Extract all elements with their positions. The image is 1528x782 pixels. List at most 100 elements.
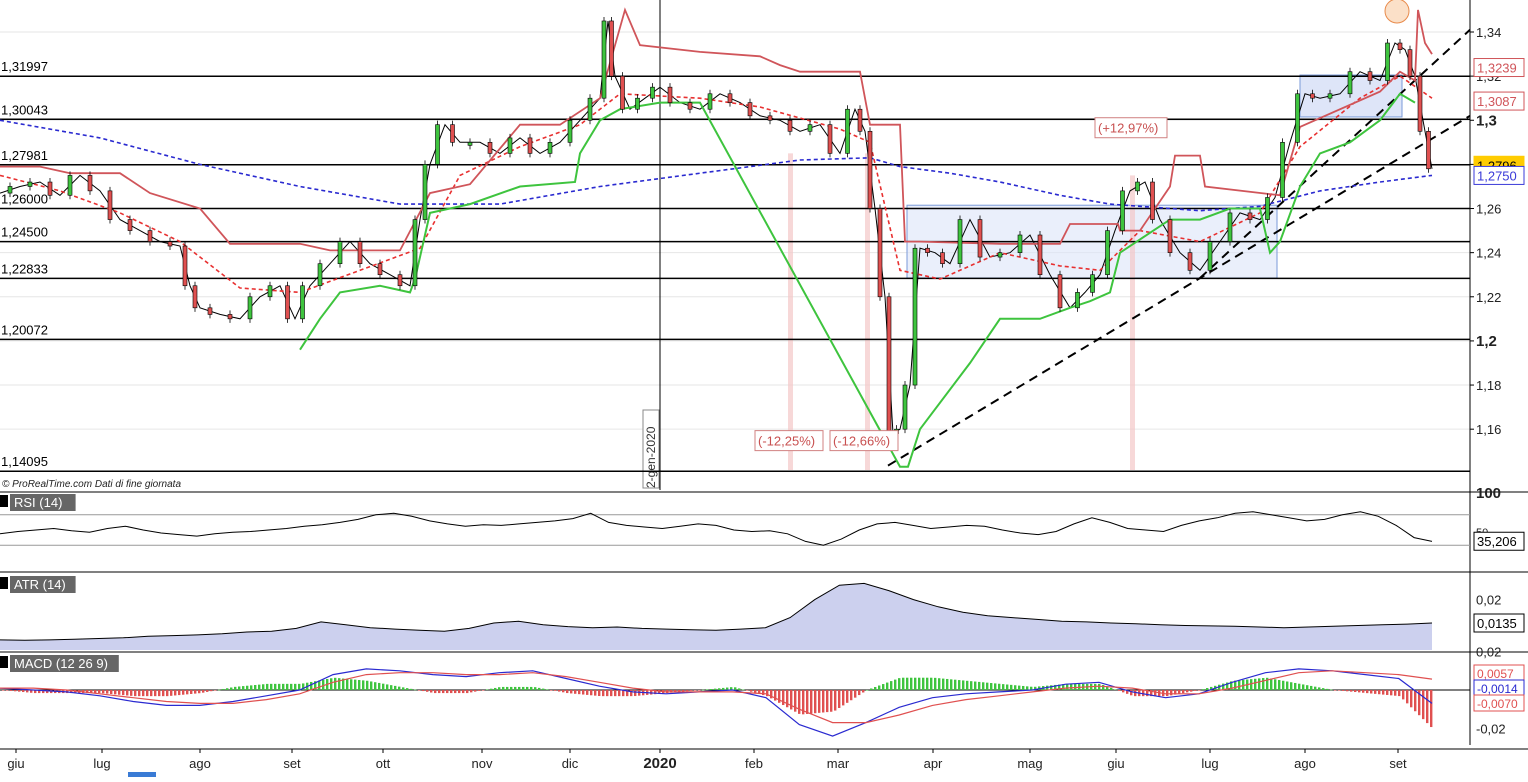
candle-33 bbox=[587, 97, 593, 121]
macd-hist-bar-37 bbox=[150, 690, 153, 697]
atr-y-tick-0: 0,02 bbox=[1476, 593, 1501, 608]
macd-hist-bar-277 bbox=[1110, 687, 1113, 690]
macd-hist-bar-338 bbox=[1354, 690, 1357, 693]
candle-84 bbox=[1407, 49, 1413, 77]
price-badge-0: 1,3239 bbox=[1477, 61, 1517, 76]
candle-86 bbox=[1426, 130, 1431, 170]
rsi-line bbox=[0, 511, 1433, 546]
trendline-upper bbox=[1199, 29, 1471, 279]
macd-hist-bar-110 bbox=[442, 690, 445, 694]
macd-hist-bar-313 bbox=[1254, 678, 1257, 690]
candle-37 bbox=[635, 97, 640, 110]
macd-hist-bar-329 bbox=[1318, 687, 1321, 690]
macd-hist-bar-11 bbox=[46, 690, 49, 694]
macd-hist-bar-307 bbox=[1230, 681, 1233, 690]
macd-hist-bar-141 bbox=[566, 690, 569, 694]
macd-hist-bar-342 bbox=[1370, 690, 1373, 694]
macd-hist-bar-118 bbox=[474, 690, 477, 692]
macd-hist-bar-26 bbox=[106, 690, 109, 694]
candle-72 bbox=[1207, 241, 1213, 271]
top-marker-circle bbox=[1384, 0, 1410, 24]
macd-hist-bar-98 bbox=[394, 685, 397, 690]
macd-hist-bar-239 bbox=[958, 680, 961, 690]
candle-5 bbox=[87, 175, 93, 192]
macd-hist-bar-222 bbox=[890, 681, 893, 690]
macd-hist-bar-218 bbox=[874, 686, 877, 690]
macd-hist-bar-4 bbox=[18, 690, 21, 692]
move-band-0 bbox=[788, 153, 793, 470]
candle-45 bbox=[787, 119, 793, 132]
time-axis: giu lug ago set ott nov dic 2020 feb mar apr mag giu… bbox=[0, 748, 1528, 777]
candle-40 bbox=[687, 102, 693, 110]
macd-hist-bar-341 bbox=[1366, 690, 1369, 694]
macd-hist-bar-259 bbox=[1038, 686, 1041, 690]
macd-hist-bar-56 bbox=[226, 688, 229, 690]
macd-hist-bar-22 bbox=[90, 690, 93, 694]
macd-hist-bar-207 bbox=[830, 690, 833, 712]
macd-hist-bar-152 bbox=[610, 690, 613, 697]
macd-hist-bar-52 bbox=[210, 690, 213, 692]
macd-hist-bar-184 bbox=[738, 688, 741, 690]
macd-hist-bar-247 bbox=[990, 683, 993, 690]
annotation-box-1 bbox=[754, 430, 824, 452]
y-tick-label-5: 1,24 bbox=[1476, 246, 1501, 261]
rsi-last-box bbox=[1473, 531, 1525, 551]
candle-24 bbox=[422, 164, 428, 220]
x-tick-label-5: nov bbox=[472, 756, 493, 771]
macd-hist-bar-173 bbox=[694, 690, 697, 691]
candle-62 bbox=[1037, 234, 1043, 276]
x-tick-label-12: giu bbox=[1107, 756, 1124, 771]
pane-rsi-title: RSI (14) bbox=[14, 495, 62, 510]
macd-hist-bar-6 bbox=[26, 690, 29, 693]
macd-hist-bar-21 bbox=[86, 690, 89, 694]
macd-hist-bar-90 bbox=[362, 680, 365, 690]
macd-hist-bar-275 bbox=[1102, 684, 1105, 690]
macd-hist-bar-136 bbox=[546, 689, 549, 690]
macd-hist-bar-86 bbox=[346, 678, 349, 690]
candle-49 bbox=[857, 108, 863, 132]
macd-hist-bar-302 bbox=[1210, 686, 1213, 690]
macd-hist-bar-43 bbox=[174, 690, 177, 696]
macd-hist-bar-174 bbox=[698, 690, 701, 691]
macd-hist-bar-279 bbox=[1118, 690, 1121, 691]
y-tick-label-4: 1,26 bbox=[1476, 202, 1501, 217]
macd-signal-line bbox=[0, 670, 1433, 724]
level-label-2: 1,27981 bbox=[1, 148, 48, 163]
macd-hist-bar-203 bbox=[814, 690, 817, 714]
level-label-3: 1,26000 bbox=[1, 192, 48, 207]
macd-hist-bar-315 bbox=[1262, 678, 1265, 690]
macd-hist-bar-201 bbox=[806, 690, 809, 714]
macd-hist-bar-300 bbox=[1202, 689, 1205, 690]
macd-hist-bar-254 bbox=[1018, 685, 1021, 690]
macd-hist-bar-344 bbox=[1378, 690, 1381, 695]
macd-hist-bar-48 bbox=[194, 690, 197, 694]
candle-26 bbox=[450, 124, 455, 143]
macd-hist-bar-47 bbox=[190, 690, 193, 694]
candle-78 bbox=[1310, 93, 1315, 99]
macd-hist-bar-180 bbox=[722, 687, 725, 690]
macd-hist-bar-266 bbox=[1066, 683, 1069, 690]
macd-hist-bar-242 bbox=[970, 681, 973, 690]
candle-39 bbox=[667, 86, 673, 103]
price-series bbox=[0, 7, 1433, 468]
macd-hist-bar-175 bbox=[702, 689, 705, 691]
candle-41 bbox=[707, 93, 713, 110]
macd-label-2: -0,0070 bbox=[1477, 697, 1518, 711]
macd-hist-bar-288 bbox=[1154, 690, 1157, 697]
candle-60 bbox=[997, 252, 1003, 258]
macd-hist-bar-120 bbox=[482, 690, 485, 691]
pane-macd-title: MACD (12 26 9) bbox=[14, 656, 108, 671]
macd-hist-bar-199 bbox=[798, 690, 801, 714]
candle-12 bbox=[207, 307, 213, 315]
macd-hist-bar-99 bbox=[398, 686, 401, 690]
macd-hist-bar-351 bbox=[1406, 690, 1409, 704]
macd-hist-bar-340 bbox=[1362, 690, 1365, 693]
macd-hist-bar-233 bbox=[934, 677, 937, 690]
level-label-6: 1,20072 bbox=[1, 322, 48, 337]
candle-20 bbox=[357, 241, 363, 264]
macd-hist-bar-79 bbox=[318, 680, 321, 690]
pane-atr-title: ATR (14) bbox=[14, 577, 66, 592]
macd-hist-bar-82 bbox=[330, 678, 333, 690]
